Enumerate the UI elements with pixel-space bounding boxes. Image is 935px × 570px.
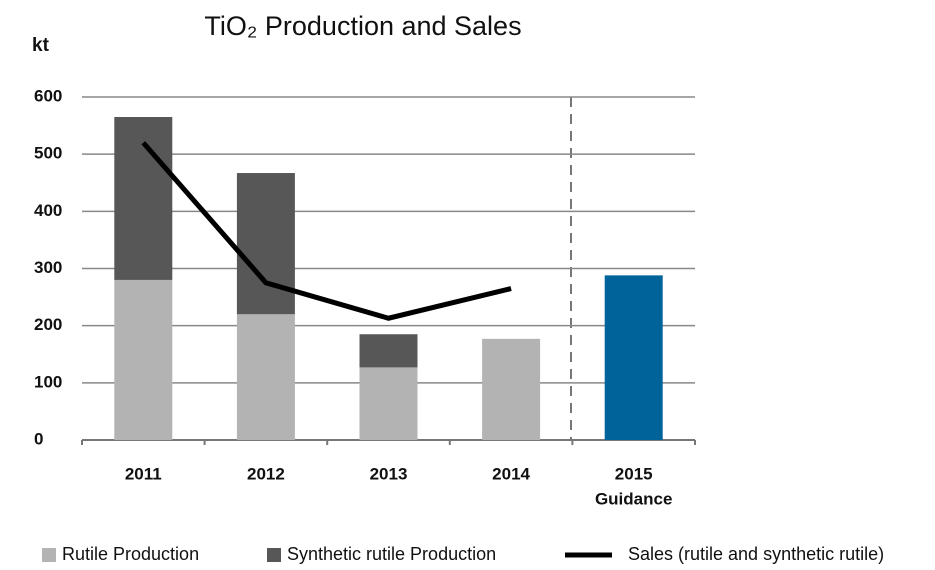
- bar: [604, 275, 663, 440]
- bar: [482, 338, 541, 440]
- y-tick-label: 100: [34, 372, 62, 391]
- x-tick-label: 2015: [615, 464, 653, 483]
- chart-title: TiO₂ Production and Sales: [204, 11, 521, 41]
- legend-swatch: [267, 548, 281, 562]
- legend-swatch: [42, 548, 56, 562]
- bar: [359, 367, 418, 440]
- y-tick-label: 0: [34, 429, 43, 448]
- y-tick-label: 500: [34, 144, 62, 163]
- bar: [236, 314, 295, 440]
- legend-label: Synthetic rutile Production: [287, 544, 496, 564]
- x-tick-label: 2012: [247, 464, 285, 483]
- bar: [359, 334, 418, 368]
- x-tick-label: 2014: [492, 464, 530, 483]
- y-tick-label: 300: [34, 258, 62, 277]
- legend-label: Rutile Production: [62, 544, 199, 564]
- legend-label: Sales (rutile and synthetic rutile): [628, 544, 884, 564]
- y-axis-label: kt: [32, 35, 50, 56]
- x-tick-label: 2013: [370, 464, 408, 483]
- y-tick-label: 400: [34, 201, 62, 220]
- bar: [114, 117, 173, 280]
- y-tick-label: 200: [34, 315, 62, 334]
- bar: [236, 173, 295, 315]
- x-tick-label: 2011: [125, 464, 162, 483]
- y-tick-label: 600: [34, 86, 62, 105]
- sales-line: [141, 141, 512, 321]
- bar: [114, 279, 173, 440]
- x-tick-sublabel: Guidance: [595, 489, 672, 508]
